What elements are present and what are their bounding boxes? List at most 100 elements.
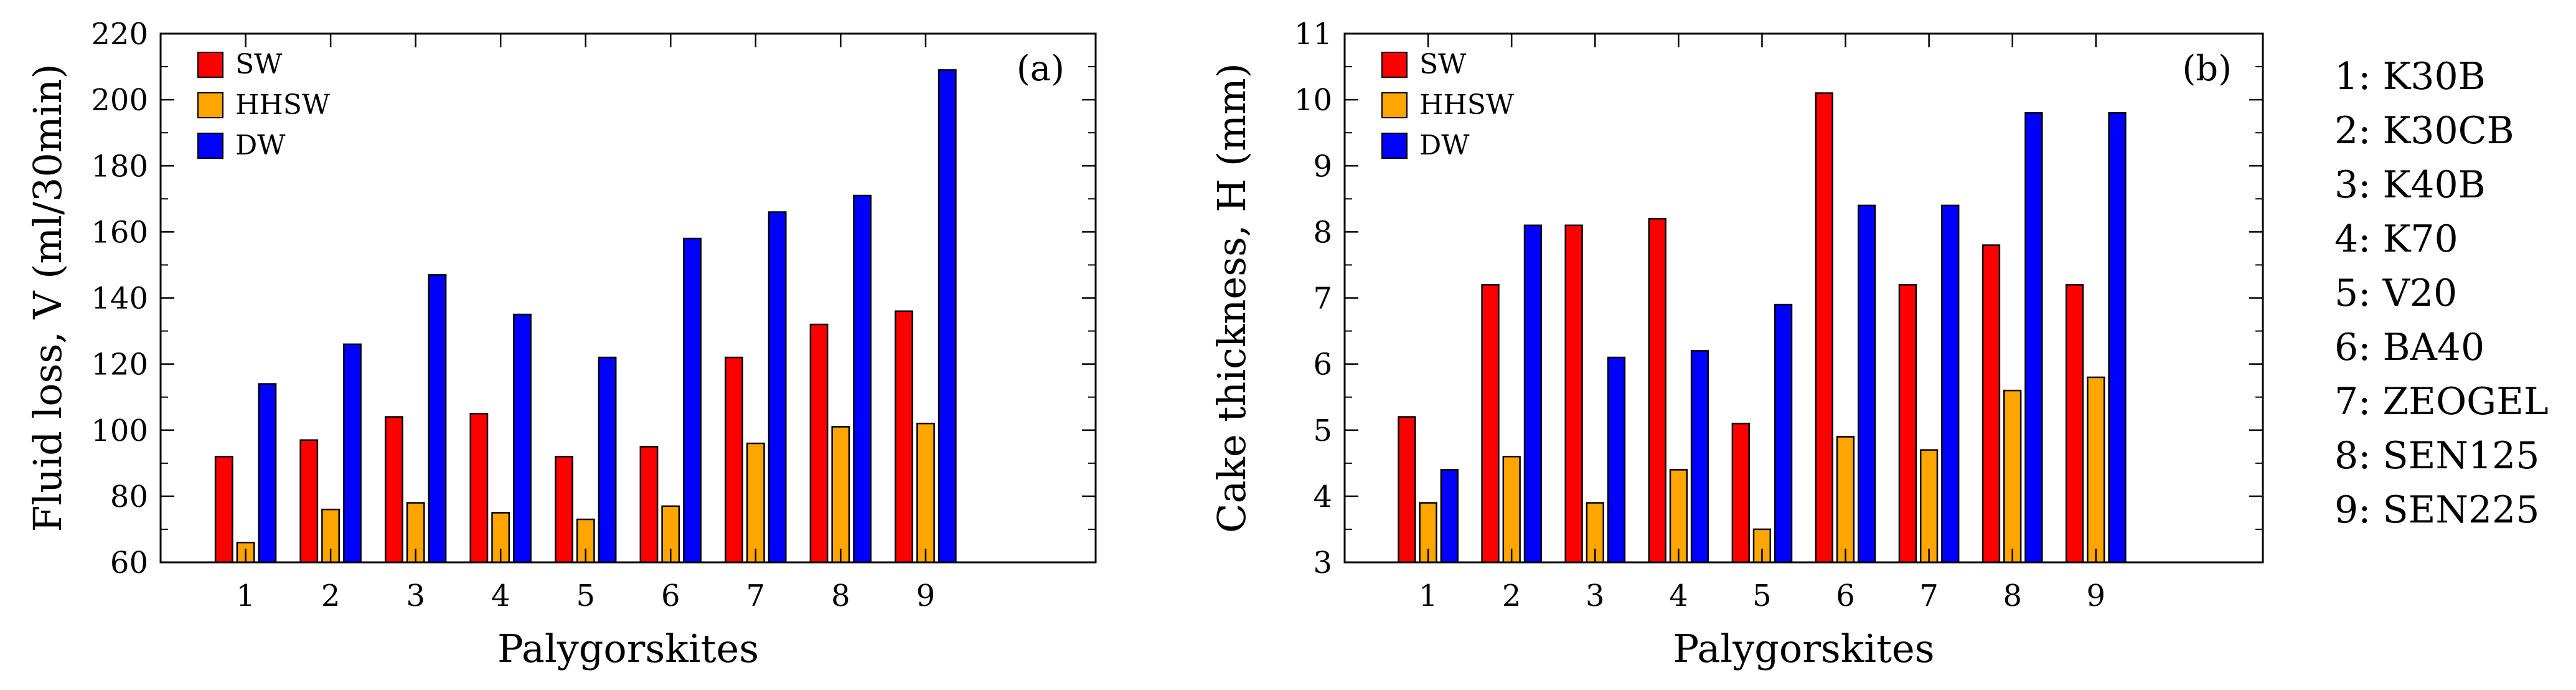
legend-swatch-dw — [197, 133, 223, 159]
key-legend-item: 8: SEN125 — [2334, 434, 2539, 478]
legend-swatch-hhsw — [1381, 92, 1408, 118]
x-tick-label: 2 — [1502, 579, 1521, 613]
y-tick-label: 7 — [1313, 281, 1332, 316]
key-legend-item: 9: SEN225 — [2334, 488, 2539, 532]
key-legend-item: 2: K30CB — [2334, 109, 2514, 153]
bar-dw-1 — [1440, 469, 1459, 564]
sample-key-legend: 1: K30B 2: K30CB 3: K40B 4: K70 5: V20 6: BA4… — [2334, 55, 2549, 532]
y-tick-label: 220 — [91, 17, 148, 52]
key-legend-item: 4: K70 — [2334, 217, 2458, 261]
x-tick-label: 7 — [1919, 579, 1939, 613]
x-tick-label: 3 — [1586, 579, 1605, 613]
bar-hhsw-6 — [1836, 436, 1855, 564]
key-legend-item: 3: K40B — [2334, 163, 2486, 207]
bar-sw-4 — [469, 412, 489, 564]
x-tick-label: 5 — [1752, 579, 1772, 613]
bar-sw-2 — [299, 439, 319, 564]
x-tick-label: 3 — [406, 579, 425, 613]
y-tick-label: 100 — [91, 414, 148, 448]
bar-sw-1 — [214, 455, 233, 564]
legend-label-hhsw: HHSW — [1419, 89, 1515, 121]
bar-sw-6 — [1815, 92, 1833, 564]
legend-label-sw: SW — [1419, 49, 1467, 80]
bar-dw-1 — [258, 383, 277, 564]
y-tick-label: 80 — [110, 480, 148, 514]
y-tick-label: 11 — [1294, 17, 1332, 52]
x-tick-label: 4 — [491, 579, 510, 613]
y-tick-label: 3 — [1313, 546, 1332, 580]
bar-hhsw-2 — [1502, 455, 1521, 564]
bar-hhsw-3 — [1586, 502, 1604, 564]
legend-label-dw: DW — [235, 130, 286, 161]
bar-dw-2 — [1523, 224, 1543, 564]
y-tick-label: 9 — [1313, 149, 1332, 184]
bar-sw-3 — [384, 416, 403, 564]
x-tick-label: 9 — [916, 579, 936, 613]
panel-label: (a) — [1017, 49, 1065, 89]
legend-swatch-sw — [1381, 52, 1408, 78]
bar-dw-6 — [683, 237, 702, 564]
y-tick-label: 6 — [1313, 347, 1332, 382]
x-tick-label: 2 — [321, 579, 341, 613]
x-tick-label: 4 — [1669, 579, 1688, 613]
y-tick-label: 8 — [1313, 215, 1332, 250]
chart-panel-fluid-loss: 60 80 100 120 140 160 180 200 220 1 2 3 4 5 6 7 8 9 Palygo… — [25, 17, 1097, 671]
legend-label-hhsw: HHSW — [235, 89, 331, 121]
bar-dw-2 — [343, 343, 362, 564]
bar-hhsw-8 — [2003, 389, 2022, 564]
bar-sw-7 — [725, 356, 743, 564]
bar-dw-3 — [1607, 356, 1626, 564]
bar-sw-4 — [1648, 217, 1666, 564]
legend-swatch-sw — [197, 52, 223, 78]
bar-sw-3 — [1564, 224, 1583, 564]
y-tick-label: 140 — [91, 281, 148, 316]
bar-dw-5 — [1774, 303, 1793, 564]
bar-dw-8 — [853, 194, 872, 564]
bar-sw-7 — [1898, 284, 1917, 564]
bar-hhsw-8 — [831, 426, 850, 564]
bar-dw-9 — [2108, 112, 2127, 564]
x-tick-label: 8 — [2003, 579, 2022, 613]
y-tick-label: 200 — [91, 83, 148, 118]
bar-sw-9 — [895, 310, 913, 564]
bar-sw-1 — [1398, 416, 1416, 564]
x-axis-title: Palygorskites — [1673, 626, 1934, 671]
bar-dw-4 — [1690, 350, 1709, 564]
x-tick-label: 5 — [576, 579, 595, 613]
x-axis-title: Palygorskites — [497, 626, 759, 671]
bar-dw-9 — [938, 69, 957, 564]
legend-label-dw: DW — [1419, 130, 1470, 161]
bar-sw-6 — [639, 446, 659, 564]
bar-dw-3 — [428, 274, 447, 564]
bar-sw-5 — [1731, 422, 1750, 564]
y-axis-title: Fluid loss, V (ml/30min) — [25, 64, 70, 532]
bar-sw-8 — [1981, 244, 2001, 564]
bar-dw-7 — [768, 211, 787, 564]
x-tick-label: 1 — [236, 579, 255, 613]
bar-hhsw-4 — [1669, 469, 1688, 564]
x-tick-label: 7 — [746, 579, 766, 613]
bar-dw-6 — [1858, 204, 1876, 564]
bar-dw-8 — [2024, 112, 2043, 564]
x-tick-label: 6 — [661, 579, 680, 613]
y-tick-label: 60 — [110, 546, 148, 580]
bar-dw-4 — [513, 313, 532, 564]
y-tick-label: 10 — [1294, 83, 1332, 118]
key-legend-item: 1: K30B — [2334, 55, 2486, 98]
x-tick-label: 1 — [1419, 579, 1438, 613]
panel-label: (b) — [2182, 49, 2232, 89]
bar-sw-8 — [809, 323, 829, 564]
x-tick-label: 8 — [831, 579, 850, 613]
bar-hhsw-9 — [2087, 376, 2105, 564]
legend-swatch-dw — [1381, 133, 1408, 159]
bar-hhsw-9 — [916, 422, 935, 564]
bar-hhsw-7 — [1919, 449, 1939, 564]
bar-hhsw-7 — [746, 442, 765, 564]
bar-dw-5 — [598, 356, 617, 564]
key-legend-item: 6: BA40 — [2334, 326, 2484, 369]
legend-swatch-hhsw — [197, 92, 223, 118]
bar-sw-2 — [1481, 284, 1500, 564]
y-tick-label: 180 — [91, 149, 148, 184]
